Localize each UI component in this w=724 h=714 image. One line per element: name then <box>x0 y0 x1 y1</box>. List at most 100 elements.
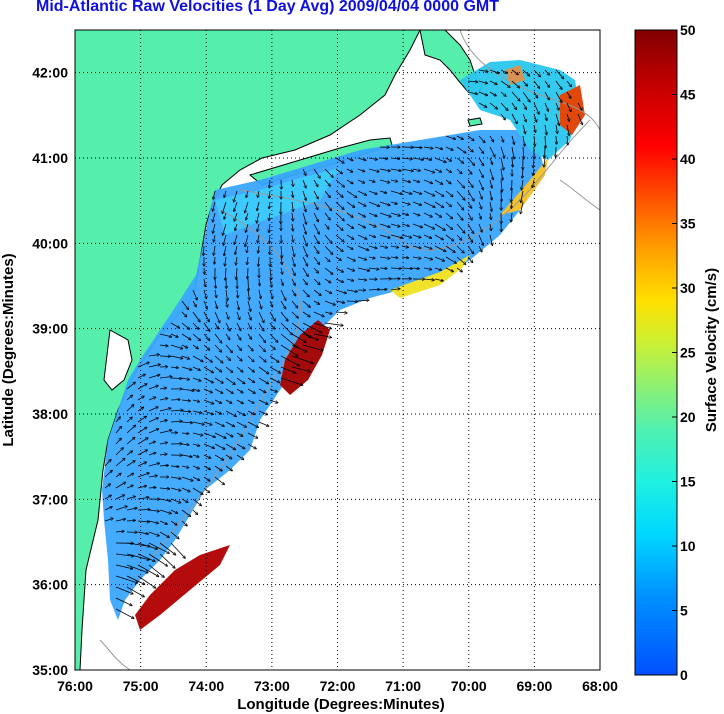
velocity-vector <box>126 586 144 597</box>
velocity-vector <box>357 234 367 239</box>
velocity-vector <box>379 246 387 248</box>
velocity-vector <box>214 432 226 438</box>
velocity-vector <box>456 146 466 153</box>
velocity-vector <box>523 146 524 159</box>
velocity-vector <box>423 279 434 280</box>
velocity-vector <box>269 333 278 342</box>
velocity-vector <box>236 322 241 330</box>
velocity-vector <box>192 311 200 322</box>
velocity-vector <box>115 531 124 532</box>
velocity-vector <box>181 476 193 481</box>
velocity-vector <box>115 519 125 522</box>
velocity-vector <box>159 465 168 466</box>
velocity-vector <box>181 311 187 317</box>
velocity-vector <box>478 212 481 219</box>
velocity-vector <box>434 190 444 196</box>
velocity-vector <box>522 124 525 133</box>
velocity-vector <box>412 179 419 182</box>
colorbar-label: Surface Velocity (cm/s) <box>703 268 720 432</box>
velocity-vector <box>434 256 444 261</box>
longitude-tick-label: 76:00 <box>57 678 93 694</box>
velocity-vector <box>159 388 166 389</box>
velocity-vector <box>291 267 295 275</box>
latitude-tick-labels: 35:00 36:00 37:00 38:00 39:00 40:00 41:00 42:00 <box>32 65 68 678</box>
velocity-vector <box>489 91 496 96</box>
velocity-vector <box>302 190 306 200</box>
velocity-vector <box>170 476 181 479</box>
velocity-vector <box>522 179 523 190</box>
velocity-vector <box>357 300 369 301</box>
velocity-vector <box>532 179 534 187</box>
velocity-vector <box>225 454 232 459</box>
velocity-vector <box>235 245 238 254</box>
velocity-vector <box>269 289 273 298</box>
velocity-vector <box>214 344 221 352</box>
velocity-vector <box>192 498 201 505</box>
velocity-vector <box>567 135 568 145</box>
velocity-vector <box>302 300 310 307</box>
velocity-vector <box>137 575 155 588</box>
velocity-vector <box>269 322 274 329</box>
velocity-vector <box>281 267 282 274</box>
velocity-vector <box>346 168 352 172</box>
velocity-vector <box>467 245 473 253</box>
velocity-vector <box>324 267 333 274</box>
velocity-vector <box>214 388 223 393</box>
velocity-vector <box>467 135 474 141</box>
velocity-vector <box>192 509 197 514</box>
velocity-vector <box>357 223 365 228</box>
velocity-vector <box>412 147 422 148</box>
velocity-vector <box>104 471 112 478</box>
velocity-vector <box>214 256 215 264</box>
velocity-vector <box>192 377 201 381</box>
velocity-vector <box>137 462 146 467</box>
velocity-vector <box>478 91 487 95</box>
longitude-tick-label: 71:00 <box>385 678 421 694</box>
velocity-vector <box>357 201 366 206</box>
velocity-vector <box>225 388 233 393</box>
velocity-vector <box>511 91 520 101</box>
velocity-vector <box>258 377 268 384</box>
velocity-vector <box>533 91 537 98</box>
velocity-vector <box>159 488 169 489</box>
velocity-vector <box>214 454 223 460</box>
velocity-vector <box>423 190 434 196</box>
velocity-vector <box>379 179 389 182</box>
colorbar-tick-labels: 0 5 10 15 20 25 30 35 40 45 50 <box>672 22 696 683</box>
velocity-vector <box>203 476 210 481</box>
velocity-vector <box>225 366 232 372</box>
velocity-vector <box>148 386 158 390</box>
velocity-vector <box>215 278 216 288</box>
velocity-vector <box>170 531 179 539</box>
velocity-vector <box>368 234 375 237</box>
colorbar-scale <box>634 29 678 676</box>
velocity-vector <box>203 454 211 458</box>
velocity-vector <box>236 388 243 393</box>
velocity-vector <box>412 157 423 160</box>
velocity-vector <box>357 267 369 271</box>
velocity-vector <box>247 245 248 252</box>
velocity-vector <box>313 289 321 295</box>
velocity-vector <box>203 388 212 393</box>
velocity-vector <box>292 179 293 186</box>
velocity-vector <box>137 362 149 368</box>
velocity-vector <box>246 190 248 197</box>
velocity-vector <box>467 146 473 152</box>
velocity-vector <box>214 333 222 343</box>
velocity-vector <box>280 366 296 373</box>
velocity-vector <box>291 289 296 296</box>
velocity-vector <box>313 311 324 316</box>
velocity-vector <box>126 496 135 500</box>
velocity-vector <box>280 311 288 321</box>
velocity-vector <box>346 256 355 261</box>
velocity-vector <box>214 476 224 484</box>
velocity-vector <box>511 201 512 208</box>
velocity-vector <box>412 268 419 269</box>
velocity-vector <box>269 366 280 373</box>
velocity-vector <box>192 487 203 494</box>
velocity-vector <box>556 124 557 133</box>
velocity-vector <box>511 113 517 123</box>
velocity-vector <box>511 102 516 109</box>
velocity-vector <box>181 300 188 309</box>
velocity-vector <box>467 91 477 94</box>
